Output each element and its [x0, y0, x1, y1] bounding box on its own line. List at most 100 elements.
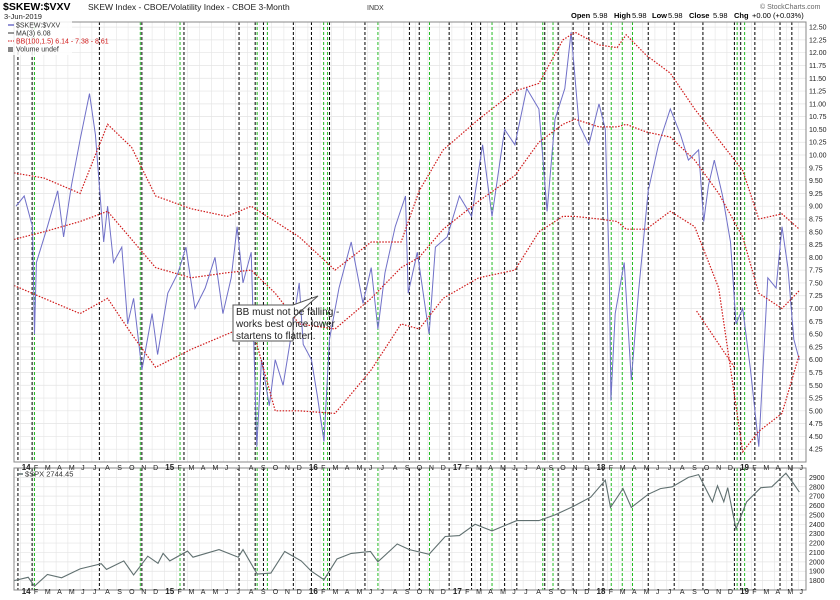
spx-x-tick-label: N	[429, 589, 434, 595]
x-tick-label: F	[609, 465, 613, 472]
legend-top: $SKEW:$VXV MA(3) 6.08 BB(100,1.5) 6.14 -…	[6, 21, 109, 55]
spx-x-tick-label: O	[704, 589, 710, 595]
x-tick-label: S	[405, 465, 410, 472]
open-value: 5.98	[593, 11, 608, 20]
x-tick-label: M	[45, 465, 51, 472]
legend-bb-text: BB(100,1.5) 6.14 - 7.38 - 8.61	[16, 39, 109, 46]
spx-x-tick-label: M	[189, 589, 195, 595]
credit-text: © StockCharts.com	[760, 3, 821, 11]
x-tick-label: A	[536, 465, 541, 472]
spx-y-tick-label: 2900	[809, 475, 825, 482]
y-tick-label: 10.50	[809, 127, 827, 134]
legend-spx-text: $SPX 2744.45	[25, 470, 73, 479]
x-tick-label: O	[417, 465, 423, 472]
chg-label: Chg	[734, 11, 749, 20]
y-tick-label: 5.00	[809, 408, 823, 415]
spx-x-tick-label: A	[57, 589, 62, 595]
spx-x-tick-label: J	[237, 589, 241, 595]
y-tick-label: 9.50	[809, 178, 823, 185]
spx-panel-frame	[13, 467, 807, 591]
y-tick-label: 6.25	[809, 344, 823, 351]
x-tick-label: M	[213, 465, 219, 472]
y-tick-label: 10.75	[809, 114, 827, 121]
x-tick-label: N	[141, 465, 146, 472]
x-tick-label: J	[512, 465, 516, 472]
x-tick-label: J	[800, 465, 804, 472]
x-tick-label: M	[787, 465, 793, 472]
open-label: Open	[571, 11, 591, 20]
spx-x-tick-label: D	[728, 589, 733, 595]
annotation-line-1: BB must not be falling -	[236, 307, 339, 318]
y-tick-label: 4.25	[809, 447, 823, 454]
high-label: High	[614, 11, 631, 20]
y-tick-label: 11.75	[809, 63, 826, 70]
spx-x-tick-label: J	[93, 589, 97, 595]
x-tick-label: M	[69, 465, 75, 472]
x-tick-label: N	[573, 465, 578, 472]
x-tick-label: 15	[165, 463, 174, 472]
spx-x-tick-label: F	[177, 589, 181, 595]
x-tick-label: 16	[309, 463, 318, 472]
chg-value: +0.00 (+0.03%)	[752, 11, 804, 20]
x-tick-label: F	[465, 465, 469, 472]
spx-x-tick-label: A	[393, 589, 398, 595]
x-tick-label: A	[57, 465, 62, 472]
x-tick-label: A	[345, 465, 350, 472]
y-tick-label: 6.50	[809, 332, 823, 339]
spx-x-tick-label: O	[560, 589, 566, 595]
x-tick-label: A	[249, 465, 254, 472]
y-tick-label: 7.50	[809, 280, 823, 287]
y-tick-label: 8.50	[809, 229, 823, 236]
spx-x-tick-label: F	[752, 589, 756, 595]
spx-x-tick-label: 16	[309, 587, 318, 595]
x-tick-label: O	[560, 465, 566, 472]
spx-x-tick-label: J	[668, 589, 672, 595]
x-tick-label: 19	[740, 463, 749, 472]
bollinger-band-line	[13, 118, 800, 330]
chart-symbol: $SKEW:$VXV	[3, 1, 71, 13]
x-tick-label: 17	[453, 463, 462, 472]
x-tick-label: A	[488, 465, 493, 472]
spx-y-tick-label: 1800	[809, 578, 825, 585]
price-series-line	[15, 32, 800, 447]
chart-description: SKEW Index - CBOE/Volatility Index - CBO…	[88, 2, 290, 12]
spx-x-tick-label: 14	[22, 587, 31, 595]
spx-y-tick-label: 2800	[809, 484, 825, 491]
x-tick-label: F	[177, 465, 181, 472]
spx-x-tick-label: J	[800, 589, 804, 595]
y-tick-label: 12.00	[809, 50, 827, 57]
spx-x-tick-label: N	[285, 589, 290, 595]
legend-volume-text: Volume undef	[16, 47, 59, 54]
spx-x-tick-label: A	[680, 589, 685, 595]
low-label: Low	[652, 11, 667, 20]
x-tick-label: D	[153, 465, 158, 472]
spx-x-tick-label: 18	[597, 587, 606, 595]
spx-x-tick-label: 19	[740, 587, 749, 595]
spx-x-tick-label: N	[141, 589, 146, 595]
spx-x-tick-label: D	[584, 589, 589, 595]
spx-x-tick-label: O	[129, 589, 135, 595]
close-label: Close	[689, 11, 709, 20]
x-tick-label: S	[261, 465, 266, 472]
x-tick-label: A	[776, 465, 781, 472]
spx-x-tick-label: J	[512, 589, 516, 595]
x-tick-label: S	[692, 465, 697, 472]
spx-x-tick-label: J	[369, 589, 373, 595]
x-tick-label: J	[93, 465, 97, 472]
y-tick-label: 9.25	[809, 191, 823, 198]
x-tick-label: D	[584, 465, 589, 472]
spx-y-tick-label: 2200	[809, 541, 825, 548]
spx-x-tick-label: J	[656, 589, 660, 595]
y-tick-label: 9.75	[809, 165, 823, 172]
spx-x-tick-label: M	[45, 589, 51, 595]
bollinger-band-line	[13, 210, 800, 454]
y-tick-label: 10.00	[809, 153, 827, 160]
spx-x-tick-label: F	[321, 589, 325, 595]
y-tick-label: 5.25	[809, 396, 823, 403]
x-tick-label: O	[129, 465, 135, 472]
x-tick-label: M	[763, 465, 769, 472]
y-tick-label: 8.00	[809, 255, 823, 262]
spx-y-tick-label: 2600	[809, 503, 825, 510]
x-tick-label: M	[644, 465, 650, 472]
